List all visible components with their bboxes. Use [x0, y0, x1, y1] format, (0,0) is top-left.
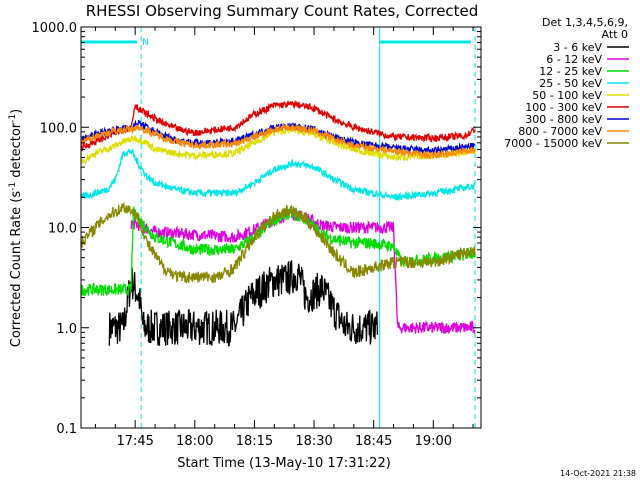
legend-label: 3 - 6 keV — [553, 41, 602, 54]
y-tick-label: 0.1 — [56, 422, 77, 437]
y-axis-label-sup1: -1 — [8, 182, 18, 191]
series-line-7000-15000keV — [80, 201, 476, 284]
y-tick-label: 10.0 — [48, 222, 77, 237]
legend-header-attenuator: Att 0 — [602, 28, 628, 41]
series-line-25-50keV — [80, 148, 476, 203]
legend-label: 50 - 100 keV — [532, 89, 602, 102]
generation-timestamp: 14-Oct-2021 21:38 — [560, 469, 636, 478]
series-line-100-300keV — [80, 99, 476, 152]
series-line-800-7000keV — [80, 122, 476, 160]
legend-label: 100 - 300 keV — [525, 101, 602, 114]
night-marker-label: N — [142, 38, 149, 48]
legend-label: 800 - 7000 keV — [518, 125, 602, 138]
legend-label: 12 - 25 keV — [539, 65, 602, 78]
series-line-3-6keV — [108, 260, 379, 347]
y-axis-label-part3: ) — [9, 109, 24, 114]
y-axis-label-part1: Corrected Count Rate (s — [9, 191, 24, 348]
x-tick-label: 18:00 — [176, 434, 213, 449]
legend-label: 7000 - 15000 keV — [504, 137, 602, 150]
y-axis-label-sup2: -1 — [8, 114, 18, 123]
y-axis-label-part2: detector — [9, 122, 24, 182]
x-tick-label: 19:00 — [415, 434, 452, 449]
axis-layer: 1000.0 100.0 10.0 1.0 0.1 17:45 18:00 18:15 18:3… — [32, 21, 482, 449]
x-axis-label: Start Time (13-May-10 17:31:22) — [177, 456, 391, 471]
y-tick-label: 1000.0 — [32, 21, 78, 36]
legend-header-detectors: Det 1,3,4,5,6,9, — [542, 16, 628, 29]
series-layer — [80, 99, 476, 347]
y-tick-label: 1.0 — [56, 322, 77, 337]
x-tick-label: 18:30 — [295, 434, 332, 449]
x-tick-label: 18:15 — [236, 434, 273, 449]
legend-label: 300 - 800 keV — [525, 113, 602, 126]
legend-label: 25 - 50 keV — [539, 77, 602, 90]
chart-title: RHESSI Observing Summary Count Rates, Co… — [86, 2, 479, 20]
x-tick-label: 17:45 — [116, 434, 153, 449]
series-line-300-800keV — [80, 119, 476, 155]
x-tick-label: 18:45 — [355, 434, 392, 449]
y-tick-label: 100.0 — [40, 121, 77, 136]
legend-label: 6 - 12 keV — [546, 53, 602, 66]
y-axis-label: Corrected Count Rate (s-1 detector-1) — [8, 109, 24, 347]
